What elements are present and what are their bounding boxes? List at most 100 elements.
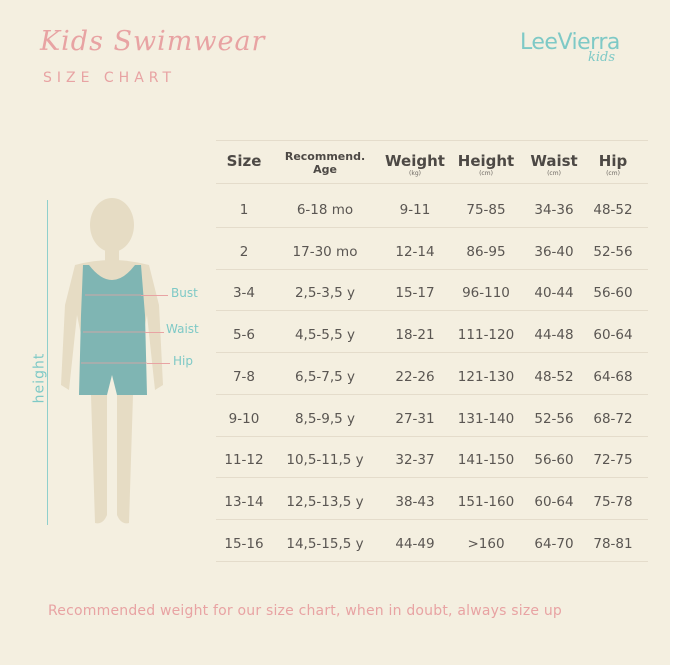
table-cell: 141-150: [457, 452, 515, 469]
table-cell: 44-48: [534, 327, 574, 344]
brand-logo-sub: kids: [588, 50, 616, 65]
table-cell: 151-160: [457, 493, 515, 510]
table-top-line: [216, 140, 648, 141]
table-cell: >160: [467, 535, 505, 552]
table-cell: 27-31: [395, 410, 435, 427]
table-cell: 48-52: [593, 202, 633, 218]
table-header-label: Recommend.: [284, 150, 366, 163]
waist-label: Waist: [166, 322, 199, 336]
table-cell: 1: [239, 202, 249, 218]
table-cell: 78-81: [593, 535, 633, 552]
table-header-label: Size: [226, 152, 262, 170]
table-header-label: Hip: [598, 152, 628, 170]
table-header-unit: (cm): [547, 170, 561, 177]
table-cell: 34-36: [534, 202, 574, 218]
table-cell: 5-6: [232, 327, 256, 344]
table-header-1: Recommend. Age: [275, 150, 375, 176]
table-cell: 7-8: [232, 368, 256, 385]
table-header-label: Waist: [530, 152, 578, 170]
table-cell: 56-60: [593, 285, 633, 302]
height-label: height: [31, 352, 48, 404]
table-cell: 86-95: [466, 243, 506, 260]
table-cell: 18-21: [395, 327, 435, 344]
child-figure-illustration: [61, 198, 163, 524]
table-header-5: Hip (cm): [588, 152, 638, 177]
table-row-divider: [216, 227, 648, 228]
table-row-divider: [216, 477, 648, 479]
footnote: Recommended weight for our size chart, w…: [48, 603, 563, 619]
table-header-2: Weight (kg): [380, 152, 450, 177]
table-header-label: Weight: [385, 152, 445, 170]
table-cell: 15-17: [395, 285, 435, 302]
table-row-divider: [216, 268, 648, 270]
table-cell: 52-56: [534, 410, 574, 427]
table-cell: 11-12: [224, 452, 264, 469]
table-cell: 111-120: [457, 327, 515, 344]
page-title: Kids Swimwear: [40, 26, 266, 57]
table-cell: 9-11: [399, 202, 431, 218]
table-cell: 75-85: [466, 202, 506, 218]
table-cell: 72-75: [593, 452, 633, 469]
table-cell: 32-37: [395, 452, 435, 469]
table-header-unit: (cm): [479, 170, 493, 177]
table-row-divider: [216, 518, 648, 520]
figure-head: [90, 198, 134, 252]
table-cell: 64-68: [593, 368, 633, 385]
table-header-4: Waist (cm): [524, 152, 584, 177]
table-header-0: Size: [217, 152, 271, 170]
table-cell: 14,5-15,5 y: [286, 535, 364, 552]
table-cell: 44-49: [395, 535, 435, 552]
brand-logo: LeeVierra: [520, 30, 620, 55]
table-cell: 64-70: [534, 535, 574, 552]
table-cell: 36-40: [534, 243, 574, 260]
table-cell: 12-14: [395, 243, 435, 260]
table-cell: 9-10: [228, 410, 260, 427]
table-header-3: Height (cm): [451, 152, 521, 177]
table-cell: 15-16: [224, 535, 264, 552]
figure-neck: [105, 247, 119, 263]
table-row-divider: [216, 560, 648, 562]
bust-label: Bust: [171, 286, 198, 300]
table-cell: 75-78: [593, 493, 633, 510]
hip-pointer-line: [147, 363, 170, 364]
table-cell: 48-52: [534, 368, 574, 385]
table-cell: 17-30 mo: [292, 243, 358, 260]
table-cell: 22-26: [395, 368, 435, 385]
table-cell: 68-72: [593, 410, 633, 427]
height-line: [47, 200, 48, 525]
table-cell: 56-60: [534, 452, 574, 469]
table-row-divider: [216, 435, 648, 437]
table-row-divider: [216, 393, 648, 395]
table-cell: 121-130: [457, 368, 515, 385]
table-cell: 10,5-11,5 y: [286, 452, 364, 469]
table-cell: 2: [239, 243, 249, 260]
swimsuit: [79, 265, 147, 395]
table-cell: 131-140: [457, 410, 515, 427]
table-cell: 2,5-3,5 y: [294, 285, 356, 302]
table-cell: 4,5-5,5 y: [294, 327, 356, 344]
table-cell: 60-64: [534, 493, 574, 510]
table-header-label-line2: Age: [313, 163, 337, 176]
table-cell: 40-44: [534, 285, 574, 302]
table-cell: 6,5-7,5 y: [294, 368, 356, 385]
table-cell: 13-14: [224, 493, 264, 510]
table-header-line: [216, 183, 648, 184]
bust-pointer-line: [141, 295, 168, 296]
table-row-divider: [216, 352, 648, 354]
table-cell: 38-43: [395, 493, 435, 510]
table-header-unit: (cm): [606, 170, 620, 177]
page-subtitle: SIZE CHART: [43, 70, 177, 86]
table-cell: 52-56: [593, 243, 633, 260]
table-cell: 6-18 mo: [296, 202, 354, 218]
table-cell: 12,5-13,5 y: [286, 493, 364, 510]
table-row-divider: [216, 310, 648, 312]
table-cell: 60-64: [593, 327, 633, 344]
table-header-unit: (kg): [409, 170, 421, 177]
waist-pointer-line: [145, 332, 164, 333]
table-header-label: Height: [457, 152, 515, 170]
table-cell: 3-4: [232, 285, 256, 302]
table-cell: 8,5-9,5 y: [294, 410, 356, 427]
table-cell: 96-110: [462, 285, 510, 302]
hip-label: Hip: [173, 354, 193, 368]
